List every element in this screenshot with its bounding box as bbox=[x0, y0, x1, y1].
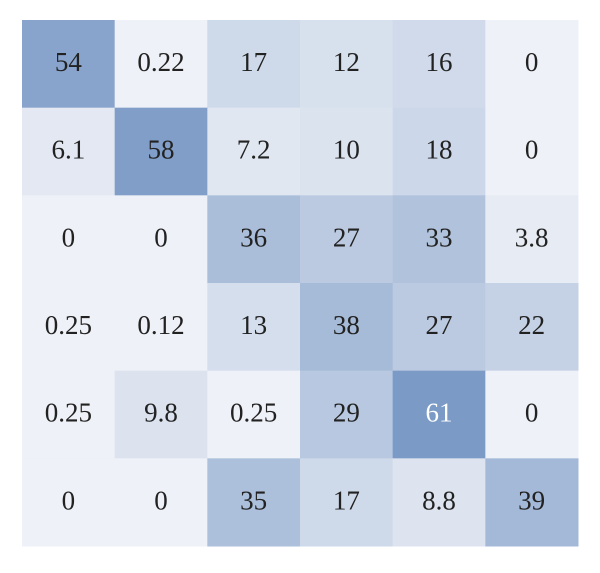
cell-label: 0.25 bbox=[230, 398, 277, 428]
cell-label: 17 bbox=[333, 485, 360, 515]
cell-label: 0.12 bbox=[137, 310, 184, 340]
cell-label: 9.8 bbox=[144, 398, 178, 428]
cell-label: 12 bbox=[333, 47, 360, 77]
cell-label: 13 bbox=[240, 310, 267, 340]
heatmap-cell bbox=[300, 370, 394, 459]
heatmap-cell bbox=[485, 370, 579, 459]
cell-label: 33 bbox=[426, 222, 453, 252]
heatmap-cell bbox=[114, 195, 208, 284]
heatmap-cell bbox=[207, 20, 301, 109]
cell-label: 29 bbox=[333, 398, 360, 428]
heatmap-cell bbox=[22, 195, 116, 284]
cell-label: 6.1 bbox=[51, 135, 85, 165]
cell-label: 58 bbox=[148, 135, 175, 165]
cell-label: 61 bbox=[426, 398, 453, 428]
heatmap-cell bbox=[22, 107, 116, 196]
cell-label: 16 bbox=[426, 47, 453, 77]
cell-label: 27 bbox=[333, 222, 360, 252]
heatmap-cell bbox=[485, 195, 579, 284]
heatmap-cell bbox=[22, 20, 116, 109]
heatmap-cell bbox=[485, 20, 579, 109]
heatmap-cell bbox=[485, 458, 579, 547]
heatmap-cell bbox=[114, 370, 208, 459]
cell-label: 22 bbox=[518, 310, 545, 340]
heatmap-cell bbox=[114, 107, 208, 196]
cell-label: 0 bbox=[525, 398, 539, 428]
cell-label: 3.8 bbox=[515, 222, 549, 252]
heatmap-cell bbox=[392, 107, 486, 196]
heatmap-cell bbox=[207, 195, 301, 284]
heatmap-cell bbox=[300, 107, 394, 196]
cell-label: 0 bbox=[154, 485, 168, 515]
heatmap-cell bbox=[114, 458, 208, 547]
cell-label: 54 bbox=[55, 47, 83, 77]
heatmap-cell bbox=[207, 283, 301, 372]
cell-label: 18 bbox=[426, 135, 453, 165]
cell-label: 35 bbox=[240, 485, 267, 515]
cell-label: 38 bbox=[333, 310, 360, 340]
heatmap-cell bbox=[207, 458, 301, 547]
heatmap-cell bbox=[300, 283, 394, 372]
cell-label: 8.8 bbox=[422, 485, 456, 515]
heatmap-cell bbox=[300, 195, 394, 284]
cell-label: 39 bbox=[518, 485, 545, 515]
cell-label: 0.22 bbox=[137, 47, 184, 77]
heatmap-cell bbox=[392, 283, 486, 372]
heatmap-cell bbox=[207, 107, 301, 196]
heatmap-cell bbox=[392, 370, 486, 459]
cell-label: 0 bbox=[62, 222, 76, 252]
cell-label: 0.25 bbox=[45, 310, 92, 340]
heatmap-cell bbox=[22, 283, 116, 372]
cell-label: 10 bbox=[333, 135, 360, 165]
heatmap-cell bbox=[392, 458, 486, 547]
heatmap-cell bbox=[22, 458, 116, 547]
cell-label: 0 bbox=[525, 47, 539, 77]
heatmap-cell bbox=[207, 370, 301, 459]
heatmap-cell bbox=[114, 283, 208, 372]
heatmap-cell bbox=[392, 195, 486, 284]
cell-label: 7.2 bbox=[237, 135, 271, 165]
heatmap-cell bbox=[392, 20, 486, 109]
heatmap-cell bbox=[114, 20, 208, 109]
heatmap-cell bbox=[22, 370, 116, 459]
heatmap-cell bbox=[485, 107, 579, 196]
heatmap-cell bbox=[300, 458, 394, 547]
cell-label: 36 bbox=[240, 222, 267, 252]
cell-label: 0.25 bbox=[45, 398, 92, 428]
heatmap-cell bbox=[300, 20, 394, 109]
heatmap-cell bbox=[485, 283, 579, 372]
cell-label: 17 bbox=[240, 47, 267, 77]
cell-label: 0 bbox=[154, 222, 168, 252]
cell-label: 27 bbox=[426, 310, 453, 340]
cell-label: 0 bbox=[525, 135, 539, 165]
cell-label: 0 bbox=[62, 485, 76, 515]
